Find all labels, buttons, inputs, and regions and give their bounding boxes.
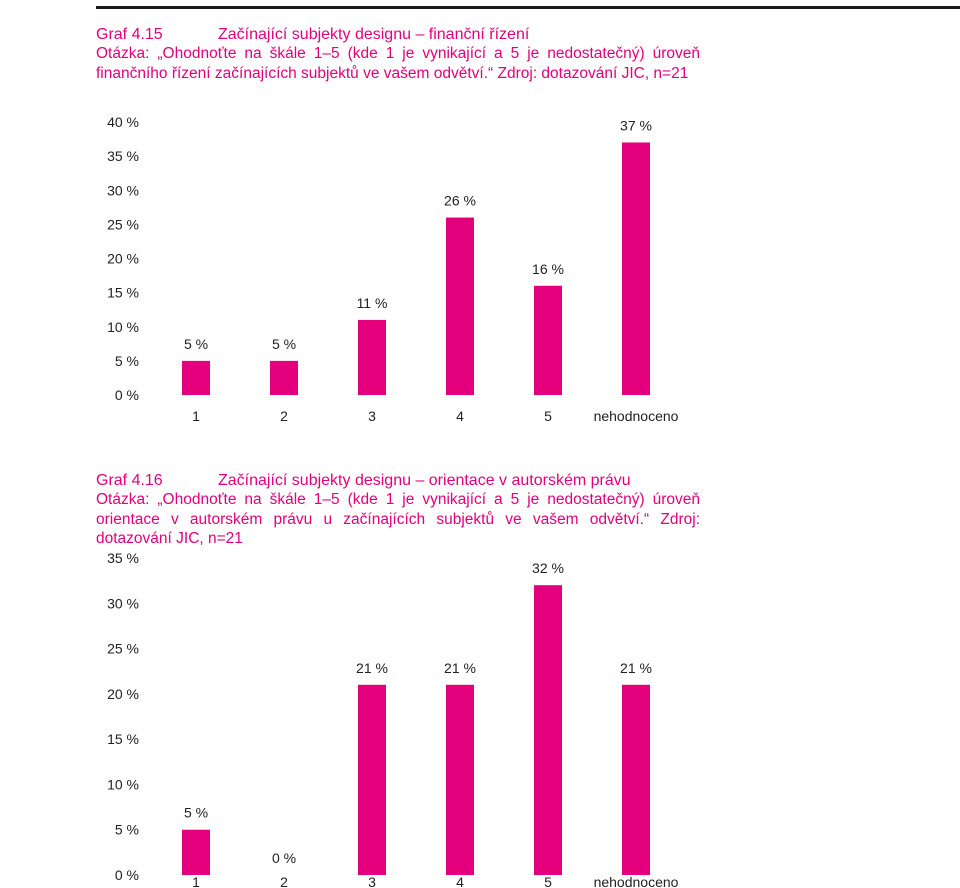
- chart1-ytick: 5 %: [115, 353, 139, 369]
- chart2-xtick: 5: [544, 874, 552, 888]
- chart2-data-label: 0 %: [272, 850, 296, 866]
- chart1-bar: [270, 360, 298, 395]
- chart2-bar: [358, 684, 386, 875]
- chart1-bar: [182, 360, 210, 395]
- chart2-ytick: 15 %: [107, 731, 139, 747]
- chart2-ytick: 25 %: [107, 641, 139, 657]
- chart2-question-block: Otázka: „Ohodnoťte na škále 1–5 (kde 1 j…: [96, 490, 700, 549]
- chart1-data-label: 37 %: [620, 117, 652, 133]
- chart1-bar: [358, 319, 386, 395]
- chart1-data-label: 5 %: [272, 336, 296, 352]
- chart2-data-label: 21 %: [356, 660, 388, 676]
- chart1-ytick: 15 %: [107, 285, 139, 301]
- chart1-data-label: 16 %: [532, 261, 564, 277]
- chart2-xtick: 2: [280, 874, 288, 888]
- chart1-ytick: 0 %: [115, 387, 139, 403]
- chart2-title: Začínající subjekty designu – orientace …: [218, 472, 631, 489]
- chart1-ytick: 10 %: [107, 319, 139, 335]
- chart1-ytick: 40 %: [107, 114, 139, 130]
- chart1-question-block: Otázka: „Ohodnoťte na škále 1–5 (kde 1 j…: [96, 44, 700, 83]
- chart2-ytick: 0 %: [115, 867, 139, 883]
- chart2-data-label: 32 %: [532, 560, 564, 576]
- chart1-ytick: 25 %: [107, 216, 139, 232]
- chart1-xtick: 1: [192, 408, 200, 424]
- chart2: 0 %5 %10 %15 %20 %25 %30 %35 %5 %10 %221…: [107, 550, 679, 888]
- chart2-xtick: 3: [368, 874, 376, 888]
- chart1-data-label: 26 %: [444, 193, 476, 209]
- chart2-data-label: 5 %: [184, 805, 208, 821]
- chart2-bar: [622, 684, 650, 875]
- chart2-label: Graf 4.16: [96, 472, 163, 489]
- chart2-ytick: 20 %: [107, 686, 139, 702]
- chart2-ytick: 35 %: [107, 550, 139, 566]
- chart2-data-label: 21 %: [444, 660, 476, 676]
- chart1-ytick: 35 %: [107, 148, 139, 164]
- chart1-caption: Graf 4.15 Začínající subjekty designu – f…: [96, 25, 706, 45]
- chart2-question: Otázka: „Ohodnoťte na škále 1–5 (kde 1 j…: [96, 491, 700, 528]
- chart2-xtick: 1: [192, 874, 200, 888]
- chart1-bar: [622, 142, 650, 395]
- chart2-caption: Graf 4.16 Začínající subjekty designu – o…: [96, 471, 706, 491]
- chart1-source: Zdroj: dotazování JIC, n=21: [497, 64, 689, 82]
- chart1-xtick: 4: [456, 408, 464, 424]
- chart2-xtick: nehodnoceno: [594, 874, 679, 888]
- chart1-bar: [534, 285, 562, 395]
- chart2-ytick: 30 %: [107, 595, 139, 611]
- chart2-source: Zdroj: dotazování JIC, n=21: [96, 510, 700, 548]
- chart1-bar: [446, 217, 474, 395]
- chart2-bar: [446, 684, 474, 875]
- chart1-title: Začínající subjekty designu – finanční ř…: [218, 26, 530, 43]
- chart1: 0 %5 %10 %15 %20 %25 %30 %35 %40 %5 %15 …: [107, 114, 679, 424]
- chart2-bar: [182, 829, 210, 875]
- chart2-bar: [534, 585, 562, 875]
- chart1-data-label: 5 %: [184, 336, 208, 352]
- chart2-ytick: 10 %: [107, 776, 139, 792]
- chart2-xtick: 4: [456, 874, 464, 888]
- chart1-xtick: 5: [544, 408, 552, 424]
- chart1-question: Otázka: „Ohodnoťte na škále 1–5 (kde 1 j…: [96, 45, 700, 82]
- chart1-label: Graf 4.15: [96, 26, 163, 43]
- chart1-ytick: 20 %: [107, 251, 139, 267]
- chart1-ytick: 30 %: [107, 182, 139, 198]
- chart2-ytick: 5 %: [115, 822, 139, 838]
- chart1-xtick: 3: [368, 408, 376, 424]
- chart1-xtick: nehodnoceno: [594, 408, 679, 424]
- top-rule: [96, 6, 960, 9]
- chart1-xtick: 2: [280, 408, 288, 424]
- chart1-data-label: 11 %: [357, 295, 388, 311]
- chart2-data-label: 21 %: [620, 660, 652, 676]
